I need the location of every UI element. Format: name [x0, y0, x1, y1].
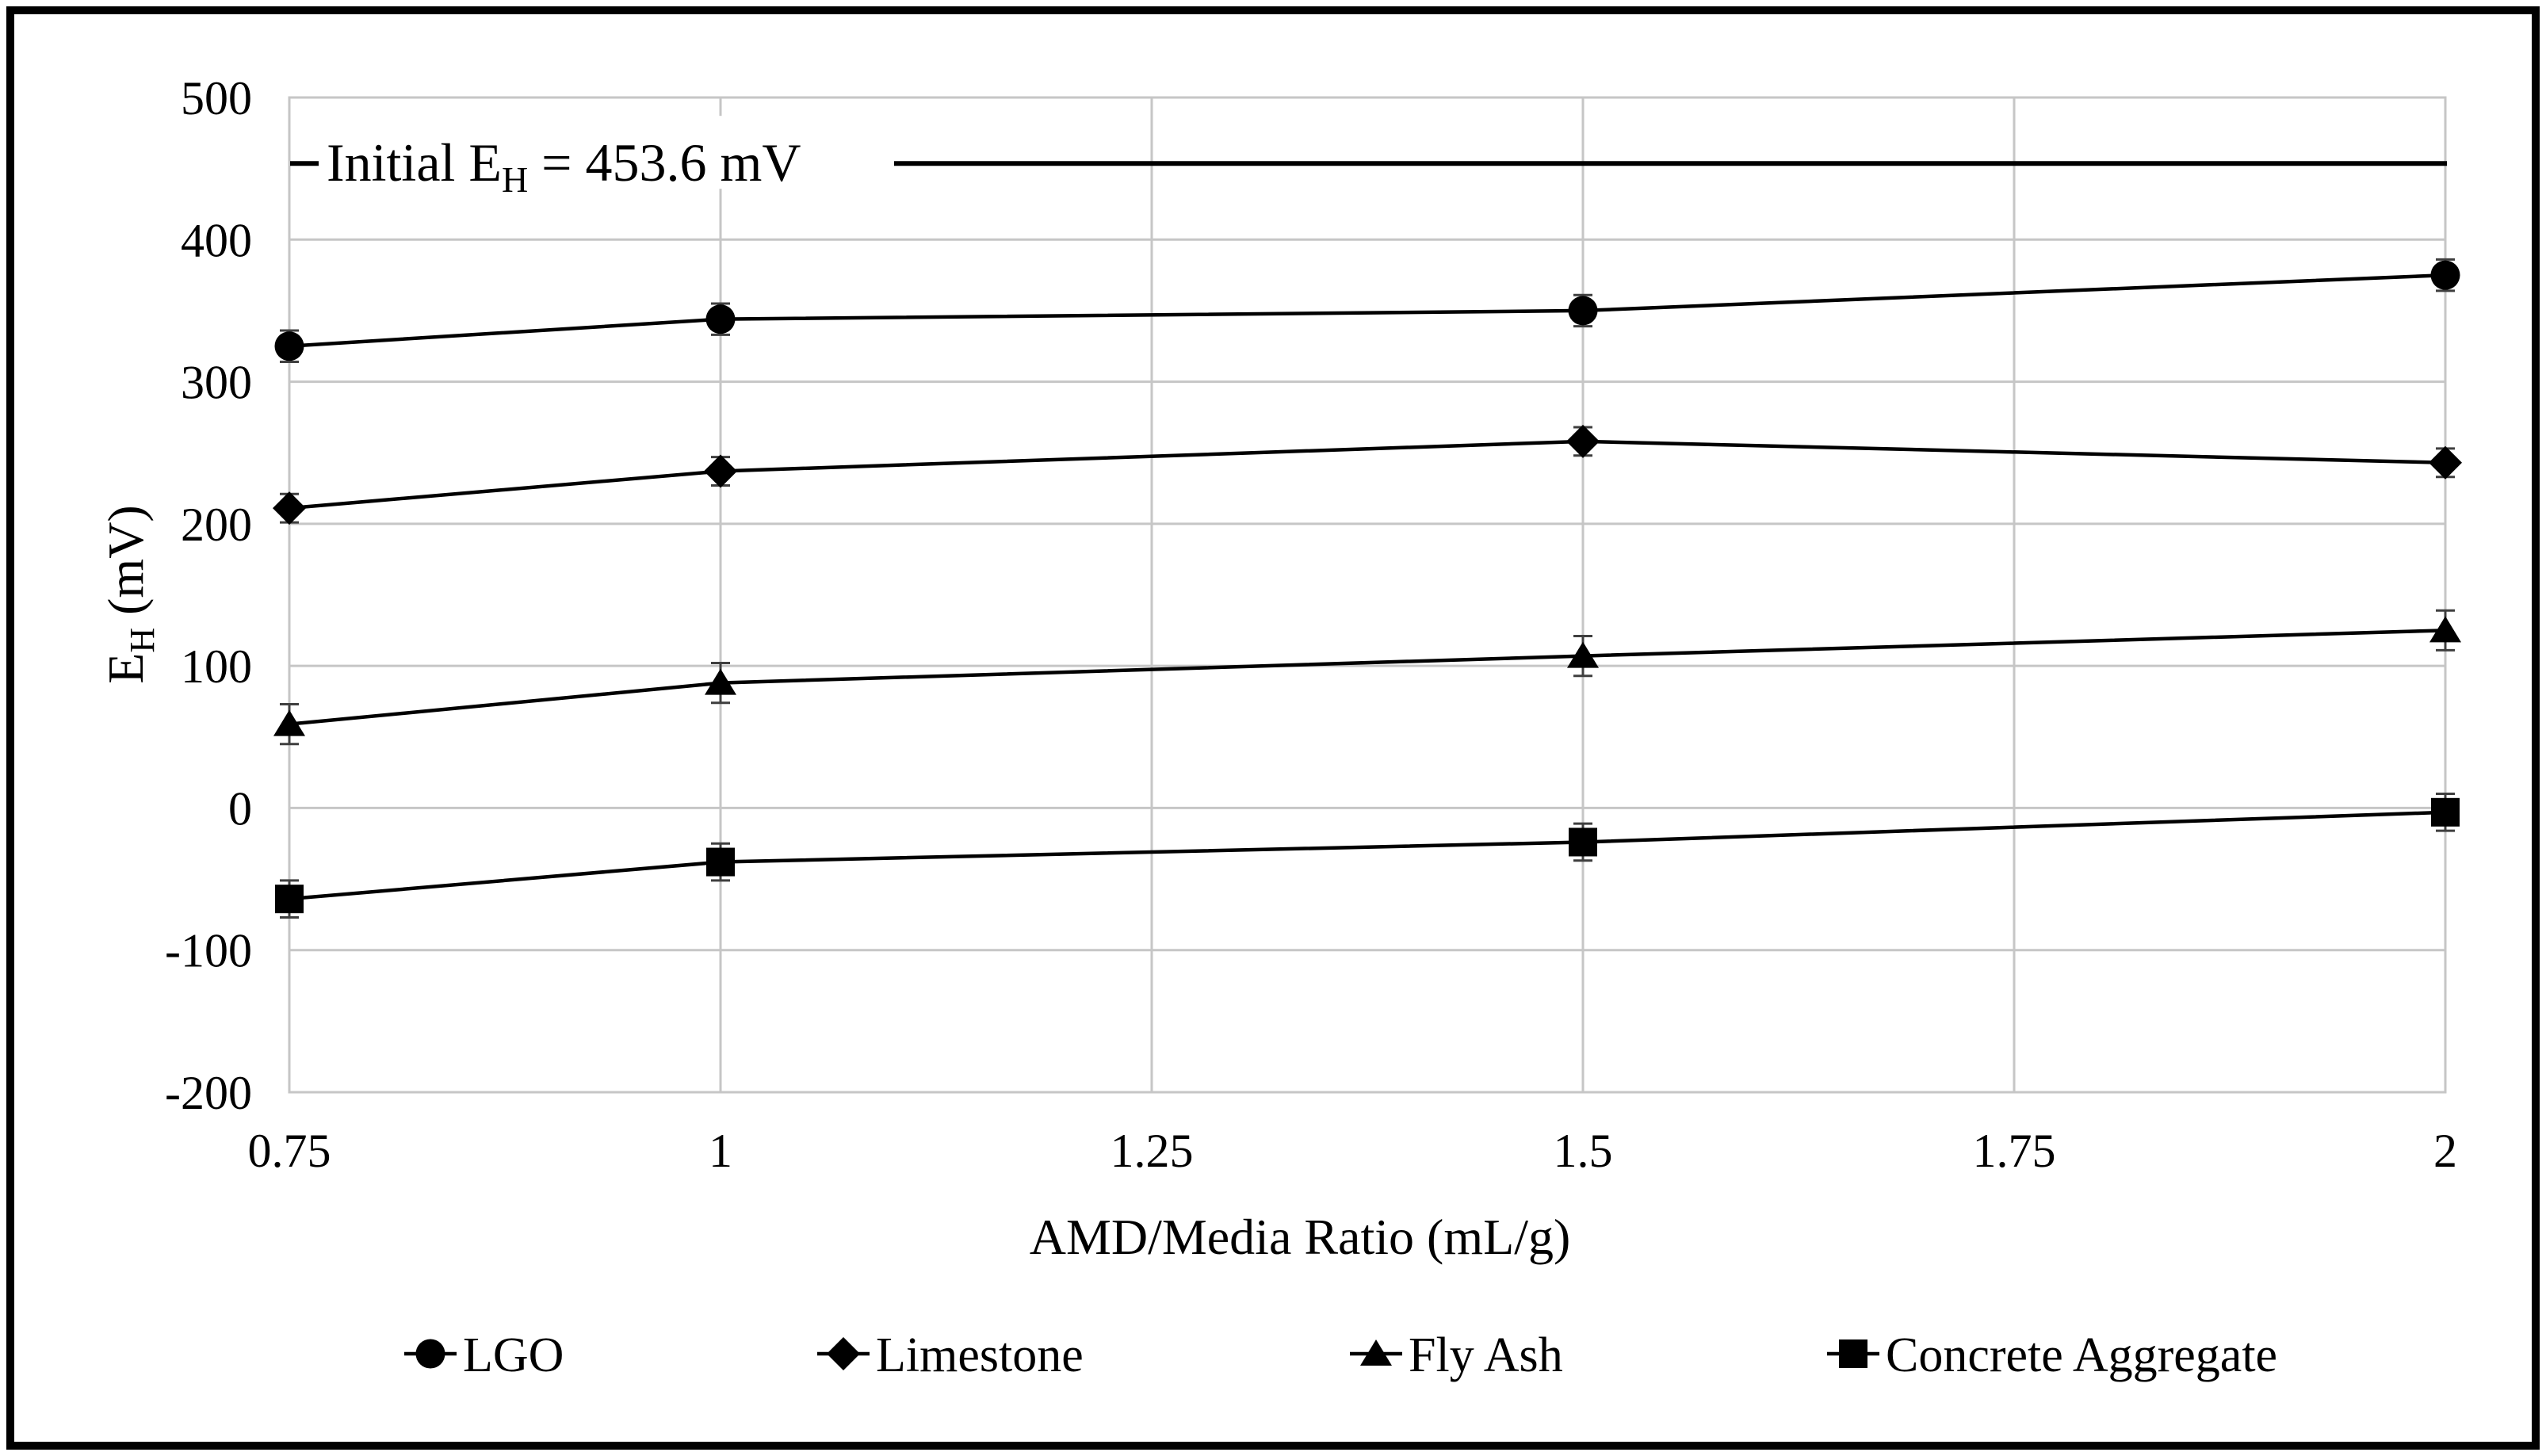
x-tick-label: 1.5: [1554, 1125, 1613, 1177]
x-tick-label: 0.75: [248, 1125, 331, 1177]
x-tick-label: 1: [709, 1125, 732, 1177]
series-line: [289, 629, 2446, 726]
figure-border: [6, 6, 2540, 1450]
legend-label: Concrete Aggregate: [1886, 1328, 2277, 1382]
legend-item-lgo: LGO: [404, 1328, 564, 1382]
legend-item-concrete-aggregate: Concrete Aggregate: [1827, 1328, 2277, 1382]
series-line: [289, 273, 2446, 348]
triangle-marker: [1567, 641, 1599, 668]
square-marker: [275, 885, 304, 914]
square-marker: [1839, 1339, 1867, 1368]
triangle-marker: [2429, 616, 2461, 643]
series-lgo: [274, 258, 2460, 363]
x-tick-label: 1.75: [1973, 1125, 2056, 1177]
initial-eh-label: Initial EH = 453.6 mV: [327, 132, 801, 200]
diamond-marker: [827, 1337, 860, 1370]
gridlines: [289, 97, 2445, 1092]
triangle-marker: [705, 668, 736, 695]
diamond-marker: [273, 491, 306, 525]
initial-eh-label-bg: [319, 116, 894, 189]
y-axis-tick-labels: 500 400 300 200 100 0 -100 -200: [165, 72, 252, 1119]
y-tick-label: 200: [181, 499, 252, 551]
square-marker: [706, 847, 735, 877]
circle-marker: [705, 304, 736, 334]
diamond-marker: [704, 454, 737, 488]
diamond-marker: [2429, 445, 2462, 480]
legend-item-limestone: Limestone: [817, 1328, 1084, 1382]
x-tick-label: 1.25: [1111, 1125, 1194, 1177]
series-limestone: [273, 424, 2462, 525]
circle-marker: [1568, 296, 1598, 326]
plot-border: [288, 96, 2447, 1094]
y-tick-label: 0: [228, 782, 252, 835]
x-axis-tick-labels: 0.75 1 1.25 1.5 1.75 2: [248, 1125, 2458, 1177]
series-line: [289, 810, 2446, 901]
y-tick-label: 300: [181, 357, 252, 409]
legend: LGO Limestone Fly Ash Concrete Aggregate: [404, 1328, 2277, 1382]
y-tick-label: 500: [181, 72, 252, 124]
x-tick-label: 2: [2433, 1125, 2457, 1177]
series-line: [289, 439, 2446, 510]
series-fly-ash: [273, 609, 2461, 746]
series-concrete-aggregate: [275, 793, 2460, 919]
legend-item-fly-ash: Fly Ash: [1350, 1328, 1563, 1382]
circle-marker: [2430, 260, 2460, 290]
square-marker: [2431, 797, 2460, 827]
triangle-marker: [273, 709, 305, 736]
y-axis-title: EH (mV): [97, 505, 162, 684]
legend-label: Limestone: [876, 1328, 1084, 1382]
triangle-marker: [1360, 1339, 1392, 1366]
y-tick-label: 100: [181, 640, 252, 693]
y-tick-label: 400: [181, 214, 252, 266]
y-tick-label: -200: [165, 1067, 252, 1119]
legend-label: Fly Ash: [1409, 1328, 1563, 1382]
diamond-marker: [1566, 424, 1600, 458]
x-axis-title: AMD/Media Ratio (mL/g): [1030, 1209, 1571, 1265]
square-marker: [1569, 827, 1597, 857]
legend-label: LGO: [463, 1328, 564, 1382]
circle-marker: [415, 1339, 445, 1369]
circle-marker: [274, 331, 304, 361]
y-tick-label: -100: [165, 925, 252, 977]
